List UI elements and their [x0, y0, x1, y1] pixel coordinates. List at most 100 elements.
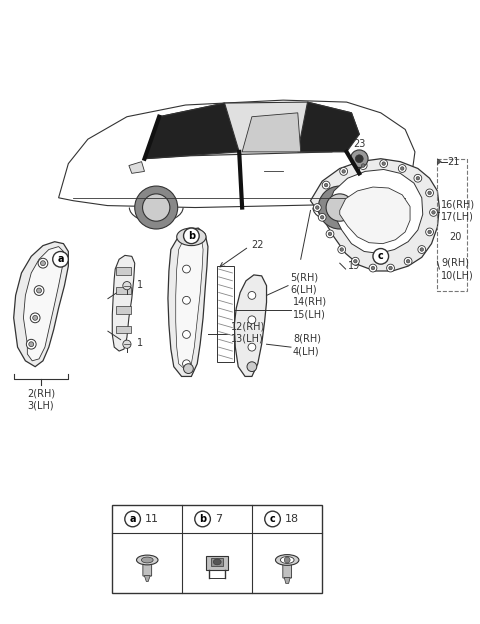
Circle shape — [350, 150, 368, 167]
Text: 11: 11 — [145, 514, 159, 524]
Ellipse shape — [213, 559, 221, 565]
Bar — [116, 326, 131, 333]
Circle shape — [326, 230, 334, 238]
Circle shape — [33, 315, 37, 320]
Text: c: c — [270, 514, 276, 524]
Circle shape — [340, 248, 344, 251]
Text: 20: 20 — [449, 232, 461, 242]
Bar — [437, 158, 467, 291]
Text: 8(RH)
4(LH): 8(RH) 4(LH) — [293, 334, 321, 356]
Circle shape — [361, 163, 365, 167]
Text: a: a — [130, 514, 136, 524]
Circle shape — [182, 265, 191, 273]
Circle shape — [143, 194, 170, 221]
Circle shape — [371, 266, 375, 270]
Text: 23: 23 — [353, 139, 365, 149]
Circle shape — [36, 288, 41, 293]
Circle shape — [248, 291, 256, 300]
Circle shape — [328, 232, 332, 236]
Polygon shape — [437, 158, 441, 165]
Circle shape — [386, 264, 395, 272]
Circle shape — [38, 258, 48, 268]
Circle shape — [420, 248, 423, 251]
Polygon shape — [13, 241, 68, 367]
Polygon shape — [59, 100, 415, 208]
Circle shape — [426, 189, 433, 197]
Circle shape — [428, 191, 432, 195]
Text: 14(RH)
15(LH): 14(RH) 15(LH) — [293, 297, 327, 319]
Text: 21: 21 — [447, 157, 459, 167]
Circle shape — [26, 339, 36, 349]
Circle shape — [369, 264, 377, 272]
Polygon shape — [234, 275, 266, 376]
Circle shape — [432, 211, 435, 214]
Circle shape — [400, 167, 404, 170]
Polygon shape — [176, 234, 203, 371]
Polygon shape — [112, 255, 135, 351]
Text: 5(RH)
6(LH): 5(RH) 6(LH) — [290, 273, 318, 295]
Circle shape — [416, 177, 420, 180]
Text: 19: 19 — [348, 261, 360, 271]
Text: 22: 22 — [251, 240, 264, 250]
Ellipse shape — [136, 555, 158, 565]
Circle shape — [318, 186, 361, 229]
Circle shape — [135, 186, 178, 229]
Circle shape — [248, 343, 256, 351]
Circle shape — [123, 340, 131, 348]
Circle shape — [418, 246, 426, 253]
Circle shape — [284, 557, 290, 563]
Circle shape — [195, 511, 210, 527]
Circle shape — [324, 183, 328, 187]
Circle shape — [40, 261, 46, 266]
Polygon shape — [311, 158, 439, 271]
Text: 9(RH)
10(LH): 9(RH) 10(LH) — [441, 258, 474, 280]
Circle shape — [428, 230, 432, 234]
Polygon shape — [284, 578, 290, 583]
Circle shape — [318, 213, 326, 221]
Circle shape — [354, 260, 357, 263]
Circle shape — [315, 206, 319, 209]
Text: 18: 18 — [285, 514, 300, 524]
Circle shape — [398, 165, 406, 172]
Polygon shape — [168, 228, 208, 376]
Circle shape — [182, 296, 191, 304]
Circle shape — [404, 257, 412, 265]
Circle shape — [265, 511, 280, 527]
Circle shape — [183, 228, 199, 243]
Circle shape — [30, 313, 40, 323]
Polygon shape — [144, 102, 360, 158]
FancyBboxPatch shape — [143, 562, 152, 576]
Circle shape — [430, 208, 437, 217]
Bar — [217, 266, 234, 362]
Polygon shape — [340, 187, 410, 243]
Polygon shape — [144, 103, 239, 158]
Circle shape — [338, 246, 346, 253]
Bar — [211, 558, 223, 566]
Text: 12(RH)
13(LH): 12(RH) 13(LH) — [231, 321, 265, 344]
Circle shape — [351, 257, 360, 265]
Circle shape — [360, 162, 367, 170]
Text: 7: 7 — [215, 514, 222, 524]
Circle shape — [355, 155, 363, 163]
Ellipse shape — [276, 555, 299, 565]
Text: b: b — [199, 514, 206, 524]
Circle shape — [373, 248, 389, 264]
Circle shape — [248, 316, 256, 324]
Circle shape — [123, 281, 131, 290]
Polygon shape — [144, 575, 150, 582]
Circle shape — [340, 167, 348, 175]
Polygon shape — [24, 246, 63, 361]
Circle shape — [414, 174, 422, 182]
Polygon shape — [298, 102, 360, 152]
Circle shape — [321, 215, 324, 219]
Bar — [116, 267, 131, 275]
Bar — [116, 306, 131, 314]
Circle shape — [426, 228, 433, 236]
Ellipse shape — [142, 557, 153, 563]
Polygon shape — [242, 113, 300, 152]
Bar — [206, 556, 228, 570]
Text: 1: 1 — [137, 338, 143, 348]
Circle shape — [182, 331, 191, 338]
Text: c: c — [378, 251, 384, 261]
Text: 2(RH)
3(LH): 2(RH) 3(LH) — [27, 388, 55, 411]
